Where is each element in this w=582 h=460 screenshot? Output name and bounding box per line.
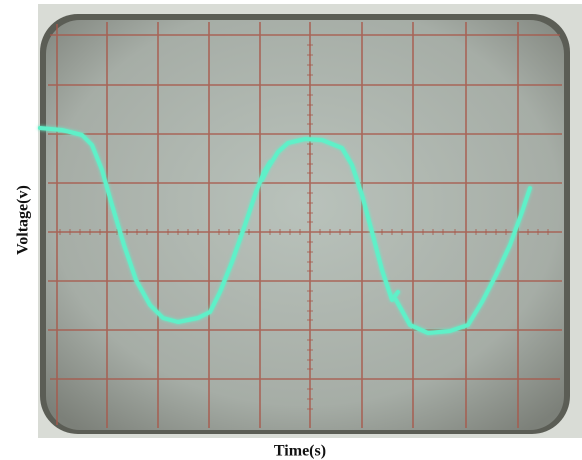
- graticule: [48, 22, 562, 428]
- center-ticks: [59, 44, 549, 410]
- y-axis-label: Voltage(v): [15, 185, 32, 255]
- waveform-trace: [38, 126, 532, 335]
- screen: [46, 20, 564, 430]
- x-axis-label: Time(s): [274, 443, 326, 460]
- oscilloscope-photo: [38, 4, 582, 438]
